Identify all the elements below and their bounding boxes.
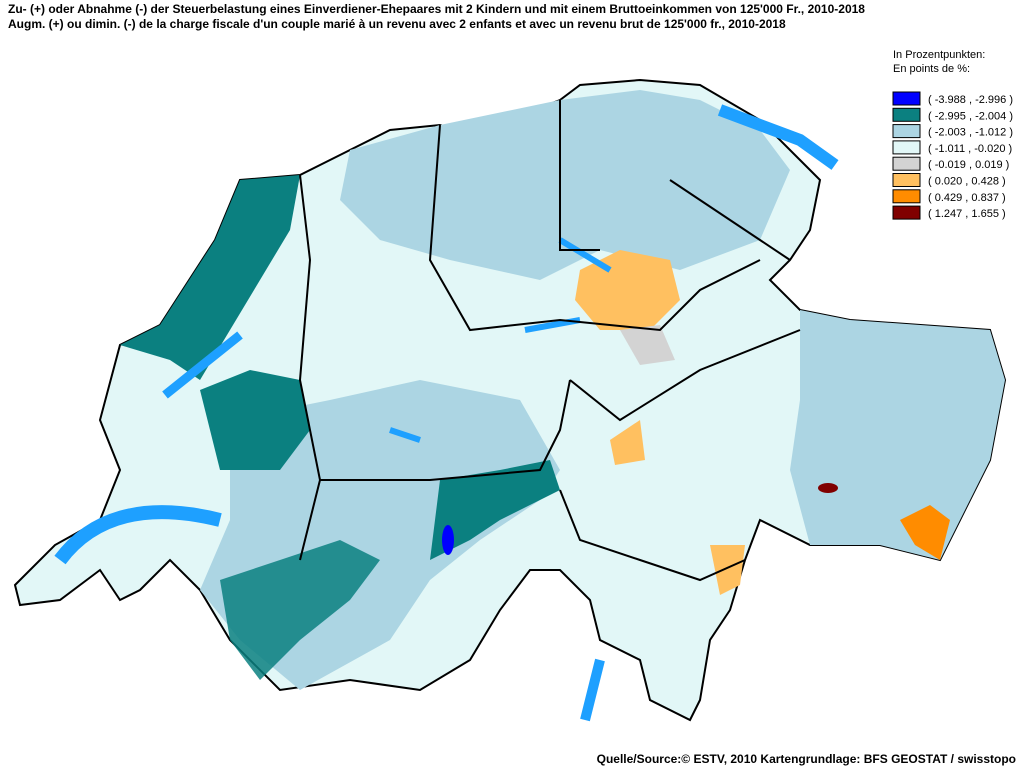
region-north bbox=[340, 90, 790, 280]
lake-zurich bbox=[558, 237, 612, 273]
region-fribourg bbox=[200, 370, 310, 470]
region-jura bbox=[120, 175, 300, 380]
lake-neuchatel bbox=[162, 331, 243, 399]
region-grey bbox=[620, 325, 675, 365]
source: Quelle/Source:© ESTV, 2010 Kartengrundla… bbox=[597, 752, 1016, 766]
legend-swatch bbox=[892, 124, 921, 139]
lake-maggiore bbox=[580, 658, 605, 722]
region-blue bbox=[442, 525, 454, 555]
legend-swatch bbox=[892, 107, 921, 122]
country-map bbox=[13, 78, 1007, 722]
region-orange-1 bbox=[575, 250, 680, 330]
legend-label: ( -2.003 , -1.012 ) bbox=[928, 127, 1013, 139]
legend-label: ( -2.995 , -2.004 ) bbox=[928, 110, 1013, 122]
title-fr: Augm. (+) ou dimin. (-) de la charge fis… bbox=[8, 17, 786, 31]
legend-label: ( 0.020 , 0.428 ) bbox=[928, 176, 1006, 188]
lake-constance bbox=[717, 104, 839, 170]
legend-swatch bbox=[892, 91, 921, 106]
legend-swatch bbox=[892, 156, 921, 171]
region-orange-4 bbox=[710, 545, 745, 595]
canton-borders bbox=[298, 100, 801, 582]
legend-label: ( -3.988 , -2.996 ) bbox=[928, 94, 1013, 106]
legend-label: ( 1.247 , 1.655 ) bbox=[928, 208, 1006, 220]
title-de: Zu- (+) oder Abnahme (-) der Steuerbelas… bbox=[8, 2, 865, 16]
legend-swatch bbox=[892, 173, 921, 187]
lake-thun bbox=[389, 427, 421, 443]
region-valais-south bbox=[220, 540, 380, 680]
region-graubuenden bbox=[790, 310, 1005, 560]
legend-heading-de: In Prozentpunkten: bbox=[893, 49, 985, 61]
legend: ( -3.988 , -2.996 ) ( -2.995 , -2.004 ) ( … bbox=[892, 91, 1013, 220]
legend-heading-fr: En points de %: bbox=[893, 63, 970, 75]
legend-swatch bbox=[892, 205, 921, 220]
legend-label: ( -0.019 , 0.019 ) bbox=[928, 159, 1009, 171]
region-orange-2 bbox=[900, 505, 950, 560]
legend-label: ( -1.011 , -0.020 ) bbox=[928, 143, 1012, 155]
region-orange-3 bbox=[610, 420, 645, 465]
legend-swatch bbox=[892, 189, 921, 204]
legend-label: ( 0.429 , 0.837 ) bbox=[928, 192, 1006, 204]
region-valais bbox=[430, 460, 560, 560]
lake-geneva bbox=[54, 505, 222, 565]
legend-swatch bbox=[892, 140, 921, 155]
region-darkred bbox=[818, 483, 838, 493]
